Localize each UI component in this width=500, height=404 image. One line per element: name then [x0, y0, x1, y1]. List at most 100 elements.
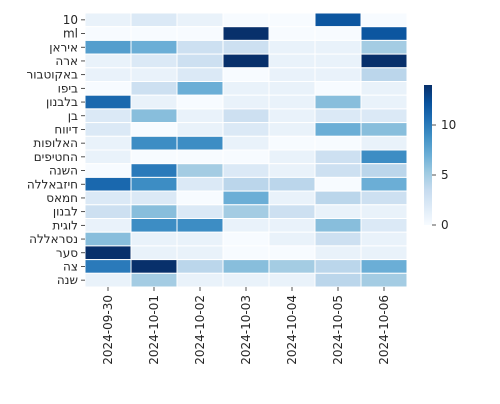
heatmap-cell [314, 122, 362, 137]
heatmap-cell [222, 259, 270, 274]
x-tick-label: 2024-10-05 [331, 295, 345, 365]
heatmap-cell [222, 67, 270, 83]
heatmap-cell [360, 67, 408, 83]
heatmap-cell [222, 108, 270, 124]
heatmap-cell [84, 122, 132, 137]
heatmap-cell [222, 81, 270, 96]
heatmap-cell [176, 108, 224, 124]
heatmap-cell [84, 108, 132, 124]
heatmap-cell [176, 245, 224, 261]
heatmap-cell [130, 204, 178, 220]
heatmap-cell [360, 81, 408, 96]
heatmap-cell [84, 204, 132, 220]
heatmap-cell [130, 67, 178, 83]
heatmap-cell [222, 245, 270, 261]
heatmap-cell [176, 163, 224, 178]
heatmap-cell [176, 39, 224, 55]
heatmap-cell [360, 122, 408, 137]
y-tick-label: ml [63, 27, 78, 41]
x-tick-label: 2024-10-02 [193, 295, 207, 365]
colorbar-tick-label: 5 [441, 168, 449, 182]
colorbar-tick-label: 0 [441, 218, 449, 232]
heatmap-cell [360, 272, 408, 288]
heatmap-cell [314, 163, 362, 178]
heatmap-cell [360, 163, 408, 178]
y-tick-label: דיווח [54, 122, 78, 136]
heatmap-cell [222, 94, 270, 110]
y-tick-label: לוגית [52, 218, 78, 232]
heatmap-cell [222, 39, 270, 55]
heatmap-cell [84, 272, 132, 288]
x-tick-label: 2024-10-01 [147, 295, 161, 365]
heatmap-cell [84, 12, 132, 28]
heatmap-cell [268, 149, 316, 165]
heatmap-cell [84, 39, 132, 55]
heatmap-cell [222, 204, 270, 220]
heatmap-cell [130, 108, 178, 124]
heatmap-cell [130, 39, 178, 55]
heatmap-cell [268, 204, 316, 220]
y-tick-label: לבנון [53, 205, 78, 219]
heatmap-cell [84, 26, 132, 41]
heatmap-cell [130, 12, 178, 28]
y-tick-label: ארה [55, 54, 78, 68]
heatmap-cell [360, 149, 408, 165]
heatmap-cell [314, 26, 362, 41]
heatmap-cell [176, 81, 224, 96]
heatmap-cell [268, 122, 316, 137]
heatmap-cell [360, 259, 408, 274]
heatmap-cell [360, 94, 408, 110]
heatmap-cell [130, 245, 178, 261]
heatmap-cell [176, 53, 224, 69]
heatmap-cell [222, 53, 270, 69]
x-tick-label: 2024-09-30 [101, 295, 115, 365]
heatmap-cell [222, 231, 270, 247]
heatmap-cell [84, 190, 132, 206]
y-tick-label: איראן [49, 40, 78, 54]
heatmap-cell [268, 81, 316, 96]
heatmap-cell [84, 163, 132, 178]
heatmap-cell [222, 163, 270, 178]
y-tick-label: ביפו [58, 81, 78, 95]
y-tick-label: בלבנון [46, 95, 78, 109]
heatmap-cell [268, 135, 316, 151]
heatmap-cell [268, 231, 316, 247]
heatmap-cell [84, 81, 132, 96]
y-tick-label: השנה [49, 164, 78, 178]
heatmap-cell [176, 67, 224, 83]
heatmap-cell [222, 135, 270, 151]
y-tick-label: צה [63, 259, 78, 273]
heatmap-cell [222, 272, 270, 288]
heatmap-cell [176, 122, 224, 137]
heatmap-cell [360, 135, 408, 151]
colorbar [424, 85, 432, 225]
heatmap-cell [314, 259, 362, 274]
heatmap-cell [360, 176, 408, 192]
heatmap-cell [222, 149, 270, 165]
heatmap-cell [84, 135, 132, 151]
heatmap-cell [84, 245, 132, 261]
heatmap-cell [176, 218, 224, 233]
heatmap-cell [130, 122, 178, 137]
heatmap-cell [176, 204, 224, 220]
heatmap-cell [130, 53, 178, 69]
heatmap-cell [130, 190, 178, 206]
heatmap-cell [314, 12, 362, 28]
heatmap-cell [222, 12, 270, 28]
heatmap-cell [360, 12, 408, 28]
heatmap-cell [84, 259, 132, 274]
heatmap-cell [176, 149, 224, 165]
heatmap-cell [84, 94, 132, 110]
heatmap-cell [268, 259, 316, 274]
heatmap-cell [314, 245, 362, 261]
heatmap-cell [84, 53, 132, 69]
y-tick-label: 10 [63, 13, 78, 27]
heatmap-cell [130, 135, 178, 151]
heatmap-cell [314, 204, 362, 220]
x-tick-label: 2024-10-06 [377, 295, 391, 365]
heatmap-cell [314, 176, 362, 192]
heatmap-cell [268, 108, 316, 124]
heatmap-cell [84, 149, 132, 165]
